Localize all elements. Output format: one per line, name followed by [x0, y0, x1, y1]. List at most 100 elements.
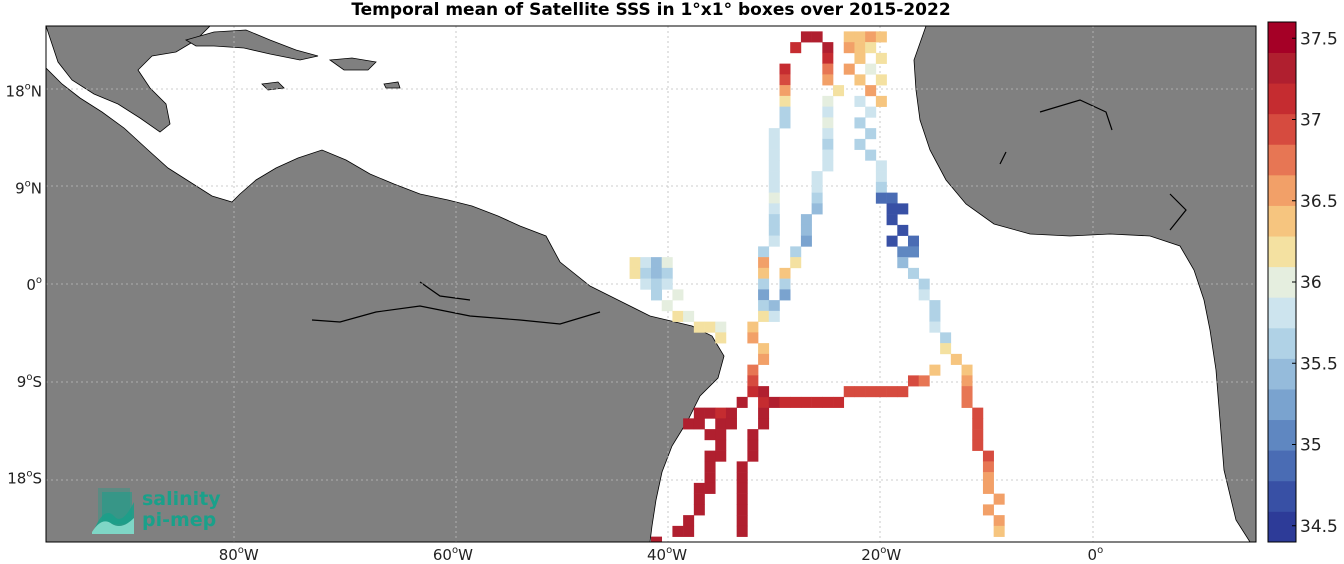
sss-cell [661, 257, 673, 269]
colorbar-tick-labels: 37.5 37 36.5 36 35.5 35 34.5 [1292, 29, 1338, 537]
sss-cell [982, 472, 994, 484]
sss-cell [833, 85, 845, 97]
longitude-tick-labels: 80oW 60oW 40oW 20oW 0o [219, 545, 1104, 564]
sss-cell [822, 106, 834, 118]
colorbar-tick-label: 35.5 [1300, 354, 1338, 374]
colorbar-band [1268, 83, 1296, 115]
sss-cell [651, 289, 663, 301]
sss-cell [779, 278, 791, 290]
sss-cell [661, 278, 673, 290]
colorbar-band [1268, 52, 1296, 84]
sss-cell [704, 450, 716, 462]
sss-cell [768, 396, 780, 408]
lon-tick-label: 80oW [219, 545, 259, 564]
sss-cell [747, 364, 759, 376]
sss-cell [875, 74, 887, 86]
sss-cell [683, 515, 695, 527]
sss-cell [811, 192, 823, 204]
sss-cell [886, 214, 898, 226]
sss-cell [865, 42, 877, 54]
sss-cell [683, 525, 695, 537]
sss-cell [972, 429, 984, 441]
sss-cell [661, 267, 673, 279]
sss-cell [822, 74, 834, 86]
sss-cell [854, 138, 866, 150]
sss-cell [811, 171, 823, 183]
sss-cell [736, 493, 748, 505]
map-area[interactable] [46, 26, 1256, 548]
sss-cell [768, 203, 780, 215]
sss-cell [982, 450, 994, 462]
sss-cell [897, 246, 909, 258]
sss-cell [875, 52, 887, 64]
sss-cell [768, 192, 780, 204]
landmass-africa [913, 26, 1256, 542]
colorbar-band [1268, 358, 1296, 390]
colorbar-tick-label: 37.5 [1300, 29, 1338, 49]
sss-cell [661, 300, 673, 312]
sss-cell [758, 267, 770, 279]
colorbar-band [1268, 419, 1296, 451]
sss-cell [768, 235, 780, 247]
lat-tick-label: 9oN [15, 178, 42, 197]
sss-cell [768, 224, 780, 236]
sss-cell [865, 106, 877, 118]
sss-cell [779, 267, 791, 279]
lat-tick-label: 0o [26, 275, 42, 294]
sss-cell [800, 235, 812, 247]
sss-cell [865, 63, 877, 75]
sss-cell [800, 214, 812, 226]
sss-cell [779, 85, 791, 97]
sss-cell [758, 396, 770, 408]
sss-cell [651, 278, 663, 290]
sss-cell [875, 386, 887, 398]
sss-cell [897, 203, 909, 215]
sss-cell [747, 439, 759, 451]
sss-cell [886, 203, 898, 215]
sss-cell [972, 439, 984, 451]
river-lines [311, 99, 1187, 325]
sss-cells-layer [629, 31, 1005, 542]
sss-cell [683, 310, 695, 322]
sss-cell [897, 386, 909, 398]
sss-cell [704, 321, 716, 333]
sss-cell [918, 278, 930, 290]
sss-cell [725, 407, 737, 419]
sss-cell [704, 472, 716, 484]
landmass-central-america [46, 26, 211, 133]
sss-cell [779, 106, 791, 118]
sss-cell [768, 128, 780, 140]
sss-cell [907, 375, 919, 387]
sss-cell [865, 386, 877, 398]
sss-cell [993, 493, 1005, 505]
sss-cell [822, 52, 834, 64]
sss-cell [972, 418, 984, 430]
sss-cell [865, 31, 877, 43]
sss-cell [875, 160, 887, 172]
sss-cell [811, 31, 823, 43]
sss-cell [715, 429, 727, 441]
sss-cell [747, 429, 759, 441]
sss-cell [715, 439, 727, 451]
sss-cell [800, 396, 812, 408]
colorbar-band [1268, 236, 1296, 268]
sss-cell [800, 31, 812, 43]
sss-cell [747, 450, 759, 462]
sss-cell [758, 300, 770, 312]
sss-cell [768, 171, 780, 183]
sss-cell [843, 31, 855, 43]
sss-cell [758, 310, 770, 322]
lat-tick-label: 18oN [6, 82, 42, 101]
sss-cell [929, 364, 941, 376]
sss-cell [822, 160, 834, 172]
sss-cell [758, 418, 770, 430]
sss-cell [758, 278, 770, 290]
sss-cell [897, 257, 909, 269]
sss-cell [790, 42, 802, 54]
colorbar-band [1268, 22, 1296, 53]
sss-cell [854, 31, 866, 43]
sss-cell [865, 128, 877, 140]
colorbar-tick-label: 35 [1300, 436, 1322, 456]
lon-tick-label: 0o [1088, 545, 1104, 564]
